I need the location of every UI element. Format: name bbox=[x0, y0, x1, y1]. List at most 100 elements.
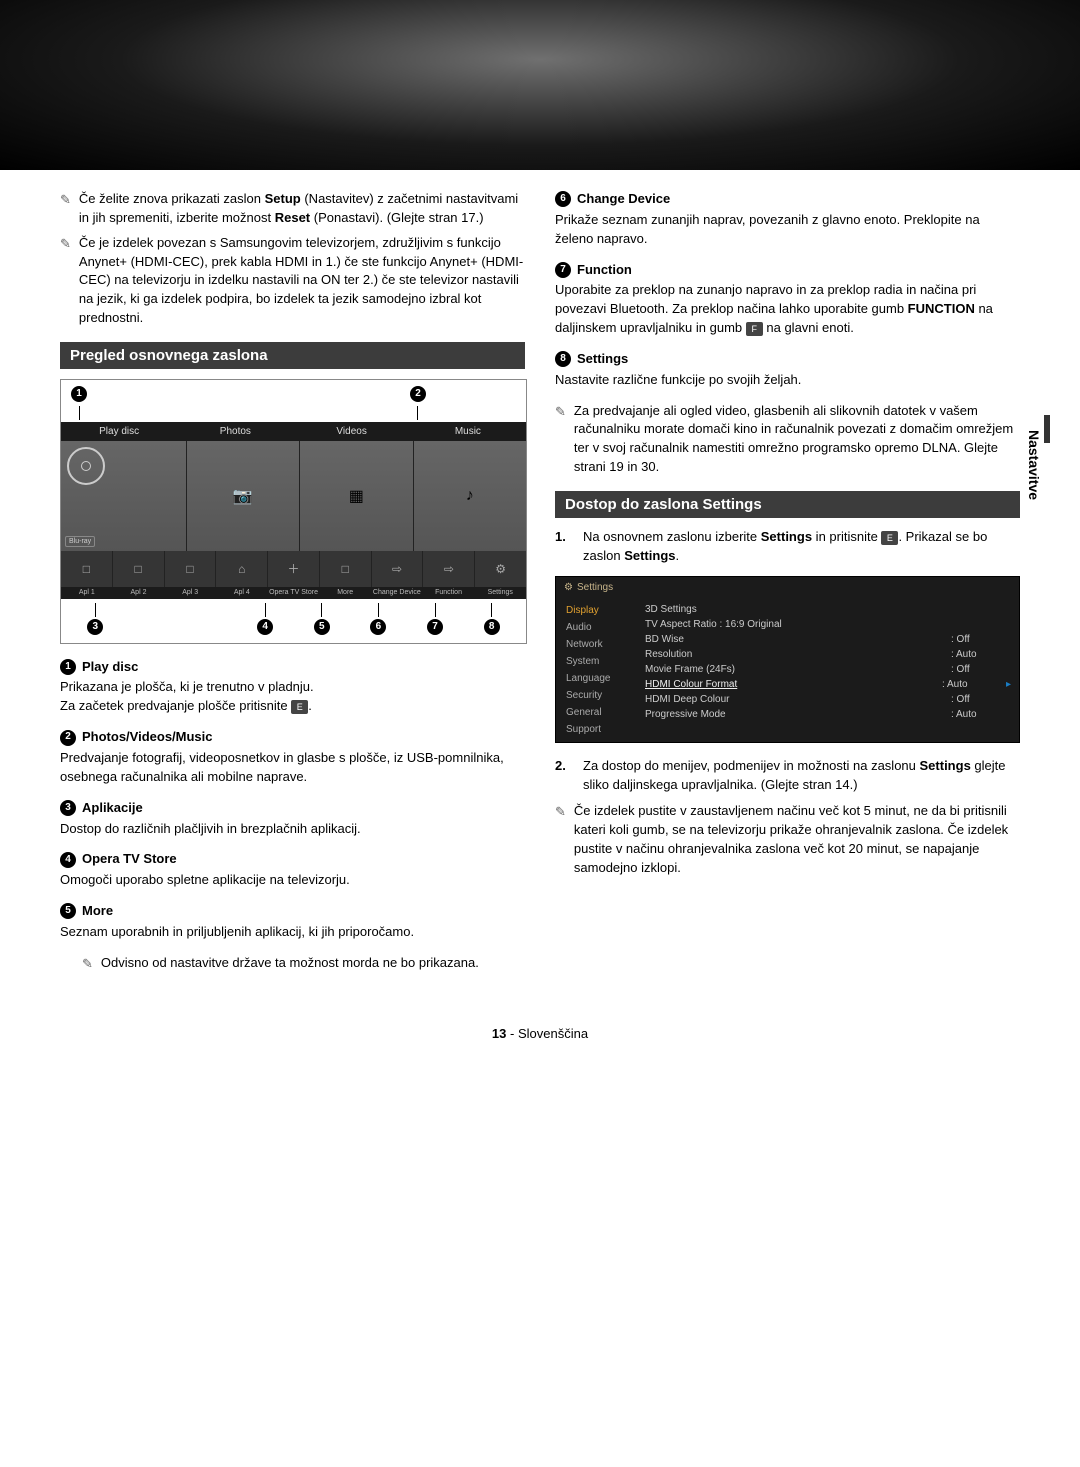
legend-item-4: 4 Opera TV Store Omogoči uporabo spletne a… bbox=[60, 850, 525, 890]
note-icon: ✎ bbox=[60, 191, 71, 228]
settings-row: Resolution: Auto bbox=[645, 647, 1011, 662]
legend-head: 3 Aplikacije bbox=[60, 799, 525, 818]
note-text: Za predvajanje ali ogled video, glasbeni… bbox=[574, 402, 1020, 477]
note-icon: ✎ bbox=[60, 235, 71, 328]
note-icon: ✎ bbox=[82, 955, 93, 974]
legend-title: Change Device bbox=[577, 190, 670, 209]
legend-title: Aplikacije bbox=[82, 799, 143, 818]
legend-number: 1 bbox=[60, 659, 76, 675]
legend-item-6: 6Change Device Prikaže seznam zunanjih na… bbox=[555, 190, 1020, 249]
legend-title: Settings bbox=[577, 350, 628, 369]
callout-5: 5 bbox=[314, 619, 330, 635]
settings-header: ⚙ Settings bbox=[556, 577, 1019, 598]
page-footer: 13 - Slovenščina bbox=[0, 1020, 1080, 1071]
settings-nav: DisplayAudioNetworkSystemLanguageSecurit… bbox=[556, 598, 641, 742]
settings-row-key: Progressive Mode bbox=[645, 709, 951, 720]
settings-row-value: : Off bbox=[951, 634, 1011, 645]
legend-title: Opera TV Store bbox=[82, 850, 177, 869]
callout-6: 6 bbox=[370, 619, 386, 635]
settings-row-key: HDMI Deep Colour bbox=[645, 694, 951, 705]
diagram-thumbnails: Blu-ray 📷 ▦ ♪ bbox=[61, 441, 526, 551]
callout-4: 4 bbox=[257, 619, 273, 635]
legend-item-1: 1Play discPrikazana je plošča, ki je tre… bbox=[60, 658, 525, 717]
legend-item-2: 2Photos/Videos/MusicPredvajanje fotograf… bbox=[60, 728, 525, 787]
note-text: Če izdelek pustite v zaustavljenem način… bbox=[574, 802, 1020, 877]
settings-row-value: : Auto bbox=[942, 679, 1002, 690]
settings-row-value: : Auto bbox=[951, 709, 1011, 720]
settings-row-key: TV Aspect Ratio : 16:9 Original bbox=[645, 619, 951, 630]
settings-row: Progressive Mode: Auto bbox=[645, 707, 1011, 722]
note-text: Če želite znova prikazati zaslon Setup (… bbox=[79, 190, 525, 228]
legend-title: Photos/Videos/Music bbox=[82, 728, 213, 747]
top-gradient-banner bbox=[0, 0, 1080, 170]
settings-row-value: : Auto bbox=[951, 649, 1011, 660]
settings-row: HDMI Colour Format: Auto bbox=[645, 677, 1011, 692]
note-more-country: ✎ Odvisno od nastavitve države ta možnos… bbox=[60, 954, 525, 974]
legend-head: 6Change Device bbox=[555, 190, 1020, 209]
step-number: 1. bbox=[555, 528, 573, 566]
legend-number: 2 bbox=[60, 730, 76, 746]
legend-title: Play disc bbox=[82, 658, 138, 677]
legend-head: 7 Function bbox=[555, 261, 1020, 280]
settings-row-value bbox=[951, 604, 1011, 615]
legend-item-5: 5MoreSeznam uporabnih in priljubljenih a… bbox=[60, 902, 525, 942]
legend-head: 4 Opera TV Store bbox=[60, 850, 525, 869]
settings-row-value bbox=[951, 619, 1011, 630]
step-text: Na osnovnem zaslonu izberite Settings in… bbox=[583, 528, 1020, 566]
diagram-app-labels: Apl 1Apl 2 Apl 3Apl 4 Opera TV StoreMore… bbox=[61, 587, 526, 599]
legend-title: Function bbox=[577, 261, 632, 280]
step-2: 2. Za dostop do menijev, podmenijev in m… bbox=[555, 757, 1020, 795]
settings-screenshot: ⚙ Settings DisplayAudioNetworkSystemLang… bbox=[555, 576, 1020, 743]
settings-row-value: : Off bbox=[951, 664, 1011, 675]
settings-nav-item: System bbox=[556, 653, 641, 670]
settings-nav-item: General bbox=[556, 704, 641, 721]
note-screensaver: ✎ Če izdelek pustite v zaustavljenem nač… bbox=[555, 802, 1020, 877]
settings-nav-item: Support bbox=[556, 721, 641, 738]
settings-row-key: Movie Frame (24Fs) bbox=[645, 664, 951, 675]
legend-body: Seznam uporabnih in priljubljenih aplika… bbox=[60, 923, 525, 942]
bluray-label: Blu-ray bbox=[65, 536, 95, 547]
side-tab-label: Nastavitve bbox=[1026, 430, 1042, 500]
tab-music: Music bbox=[410, 422, 526, 441]
legend-number: 7 bbox=[555, 262, 571, 278]
settings-row-key: BD Wise bbox=[645, 634, 951, 645]
tab-videos: Videos bbox=[294, 422, 410, 441]
legend-title: More bbox=[82, 902, 113, 921]
step-number: 2. bbox=[555, 757, 573, 795]
legend-body: Prikaže seznam zunanjih naprav, povezani… bbox=[555, 211, 1020, 249]
step-1: 1. Na osnovnem zaslonu izberite Settings… bbox=[555, 528, 1020, 566]
settings-nav-item: Network bbox=[556, 636, 641, 653]
thumb-music: ♪ bbox=[413, 441, 527, 551]
legend-body: Omogoči uporabo spletne aplikacije na te… bbox=[60, 871, 525, 890]
thumb-photos: 📷 bbox=[186, 441, 300, 551]
legend-item-7: 7 FunctionUporabite za preklop na zunanjo… bbox=[555, 261, 1020, 338]
settings-row: HDMI Deep Colour: Off bbox=[645, 692, 1011, 707]
settings-nav-item: Audio bbox=[556, 619, 641, 636]
legend-head: 2 Photos/Videos/Music bbox=[60, 728, 525, 747]
legend-body: Uporabite za preklop na zunanjo napravo … bbox=[555, 281, 1020, 338]
disc-icon bbox=[67, 447, 105, 485]
diagram-tabs: Play disc Photos Videos Music bbox=[61, 422, 526, 441]
settings-row-value: : Off bbox=[951, 694, 1011, 705]
legend-body: Nastavite različne funkcije po svojih že… bbox=[555, 371, 1020, 390]
settings-nav-item: Security bbox=[556, 687, 641, 704]
settings-row-key: Resolution bbox=[645, 649, 951, 660]
legend-number: 4 bbox=[60, 852, 76, 868]
note-dlna: ✎ Za predvajanje ali ogled video, glasbe… bbox=[555, 402, 1020, 477]
legend-number: 3 bbox=[60, 800, 76, 816]
note-setup-reset: ✎ Če želite znova prikazati zaslon Setup… bbox=[60, 190, 525, 228]
settings-row: Movie Frame (24Fs): Off bbox=[645, 662, 1011, 677]
legend-item-8: 8SettingsNastavite različne funkcije po … bbox=[555, 350, 1020, 390]
section-title-overview: Pregled osnovnega zaslona bbox=[60, 342, 525, 369]
callout-2: 2 bbox=[410, 386, 426, 402]
settings-row: BD Wise: Off bbox=[645, 632, 1011, 647]
callout-7: 7 bbox=[427, 619, 443, 635]
note-icon: ✎ bbox=[555, 803, 566, 877]
thumb-videos: ▦ bbox=[299, 441, 413, 551]
settings-row-key: HDMI Colour Format bbox=[645, 679, 942, 690]
legend-body: Dostop do različnih plačljivih in brezpl… bbox=[60, 820, 525, 839]
diagram-apps-row: □□□ ⌂＋□ ⇨⇨⚙ bbox=[61, 551, 526, 587]
left-column: ✎ Če želite znova prikazati zaslon Setup… bbox=[60, 190, 525, 980]
home-screen-diagram: 1 2 Play disc Photos Videos Music bbox=[60, 379, 527, 644]
gear-icon: ⚙ bbox=[564, 582, 573, 593]
